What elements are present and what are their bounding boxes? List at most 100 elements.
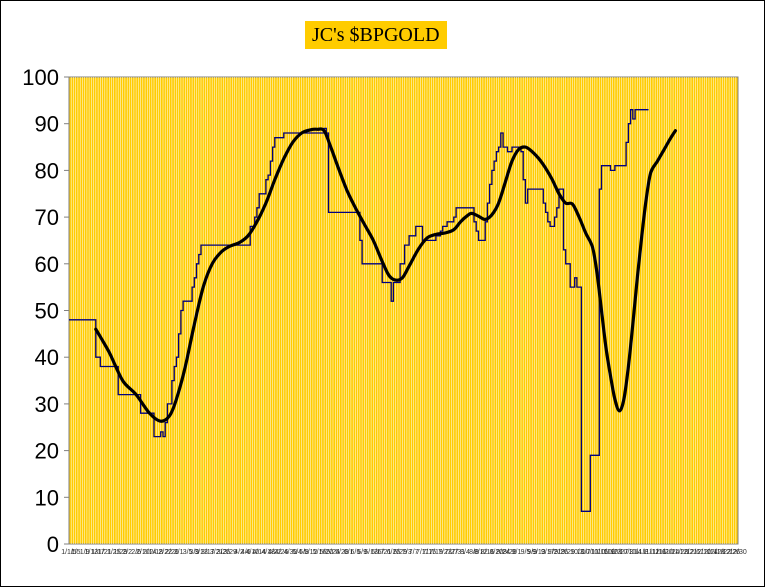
x-tick-label: 3/13 (194, 549, 208, 556)
x-tick-label: 12/22 (714, 549, 732, 556)
x-tick-label: 3/29 (223, 549, 237, 556)
series-group (69, 109, 677, 512)
x-tick-label: 2/18 (149, 549, 163, 556)
x-tick-label: 7/7 (409, 549, 419, 556)
x-tick-label: 6/5 (351, 549, 361, 556)
x-tick-label: 3/21 (210, 549, 224, 556)
x-tick-label: 5/8 (299, 549, 309, 556)
x-tick-label: 9/13 (532, 549, 546, 556)
x-tick-label: 12/6 (686, 549, 700, 556)
x-tick-label: 6/1 (344, 549, 354, 556)
series-line-raw (69, 109, 649, 512)
x-tick-label: 6/13 (364, 549, 378, 556)
x-tick-label: 7/31 (452, 549, 466, 556)
x-tick-label: 3/1 (174, 549, 184, 556)
x-tick-label: 10/27 (611, 549, 629, 556)
x-tick-label: 8/28 (503, 549, 517, 556)
x-tick-label: 9/29 (561, 549, 575, 556)
x-tick-label: 9/5 (521, 549, 531, 556)
x-tick-label: 5/20 (319, 549, 333, 556)
vertical-gridlines (70, 77, 737, 544)
x-tick-label: 6/25 (387, 549, 401, 556)
x-tick-label: 2/2 (122, 549, 132, 556)
x-tick-label: 3/5 (183, 549, 193, 556)
x-tick-label: 11/16 (649, 549, 666, 556)
y-tick-label: 20 (35, 439, 59, 464)
y-tick-label: 100 (22, 65, 59, 90)
series-line-smoothed (94, 127, 677, 423)
x-tick-label: 11/8 (635, 549, 648, 556)
y-tick-label: 60 (35, 252, 59, 277)
x-tick-label: 5/16 (313, 549, 327, 556)
x-tick-label: 8/24 (496, 549, 510, 556)
x-tick-label: 10/19 (597, 549, 615, 556)
x-tick-label: 4/10 (246, 549, 260, 556)
x-tick-label: 9/21 (548, 549, 562, 556)
x-tick-label: 7/23 (438, 549, 452, 556)
x-tick-label: 12/14 (700, 549, 718, 556)
x-tick-label: 10/15 (591, 549, 609, 556)
x-tick-label: 12/18 (707, 549, 725, 556)
x-tick-label: 1/13 (85, 549, 99, 556)
x-tick-label: 8/12 (474, 549, 488, 556)
x-tick-label: 11/12 (642, 549, 659, 556)
x-tick-label: 12/26 (723, 549, 741, 556)
y-tick-label: 30 (35, 392, 59, 417)
x-tick-label: 6/17 (371, 549, 385, 556)
x-tick-label: 5/4 (292, 549, 302, 556)
x-tick-label: 11/24 (662, 549, 679, 556)
x-axis: 1/1/51/5 1/91/131/171/211/251/292/2 2/62/1… (61, 549, 747, 556)
x-tick-label: 4/22 (268, 549, 282, 556)
x-tick-label: 2/14 (143, 549, 157, 556)
x-tick-label: 10/7 (577, 549, 591, 556)
x-tick-label: 7/27 (445, 549, 459, 556)
x-tick-label: 11/4 (629, 549, 642, 556)
x-tick-label: 4/2 (234, 549, 244, 556)
x-tick-label: 8/8 (469, 549, 479, 556)
x-tick-label: 2/6 (131, 549, 141, 556)
y-tick-label: 50 (35, 299, 59, 324)
x-tick-label: 2/22 (158, 549, 172, 556)
x-tick-label: 9/9 (527, 549, 537, 556)
x-tick-label: 2/10 (136, 549, 150, 556)
x-tick-label: 6/29 (393, 549, 407, 556)
x-tick-label: 7/3 (402, 549, 412, 556)
x-tick-label: 7/15 (422, 549, 436, 556)
x-tick-label: 12/10 (693, 549, 711, 556)
x-tick-label: 8/16 (481, 549, 495, 556)
x-tick-label: 9/1 (512, 549, 522, 556)
chart-title: JC's $BPGOLD (305, 21, 447, 49)
x-tick-label: 3/17 (201, 549, 215, 556)
x-tick-label: 8/20 (490, 549, 504, 556)
x-tick-label: 6/9 (357, 549, 367, 556)
x-tick-label: 1/5 (71, 549, 81, 556)
x-tick-label: 5/28 (335, 549, 349, 556)
x-tick-label: 7/19 (429, 549, 443, 556)
x-tick-label: 9/17 (541, 549, 555, 556)
x-tick-label: 4/14 (252, 549, 266, 556)
x-tick-label: 10/3 (570, 549, 584, 556)
x-tick-label: 8/4 (460, 549, 470, 556)
x-tick-label: 10/31 (620, 549, 638, 556)
x-tick-label: 2/26 (165, 549, 179, 556)
x-tick-label: 4/6 (241, 549, 251, 556)
x-tick-label: 4/26 (275, 549, 289, 556)
x-tick-label: 1/9 (80, 549, 90, 556)
x-tick-label: 10/11 (582, 549, 599, 556)
y-tick-label: 80 (35, 158, 59, 183)
y-tick-label: 10 (35, 485, 59, 510)
x-tick-label: 10/23 (604, 549, 622, 556)
x-tick-label: 11/20 (656, 549, 673, 556)
x-tick-label: 3/25 (217, 549, 231, 556)
y-tick-label: 70 (35, 205, 59, 230)
x-tick-label: 9/25 (554, 549, 568, 556)
x-tick-label: 4/18 (261, 549, 275, 556)
x-tick-label: 12/30 (729, 549, 747, 556)
y-tick-label: 40 (35, 345, 59, 370)
x-tick-label: 1/1/5 (61, 549, 77, 556)
x-tick-label: 1/25 (107, 549, 121, 556)
x-tick-label: 6/21 (378, 549, 392, 556)
x-tick-label: 5/24 (326, 549, 340, 556)
x-tick-label: 7/11 (416, 549, 429, 556)
